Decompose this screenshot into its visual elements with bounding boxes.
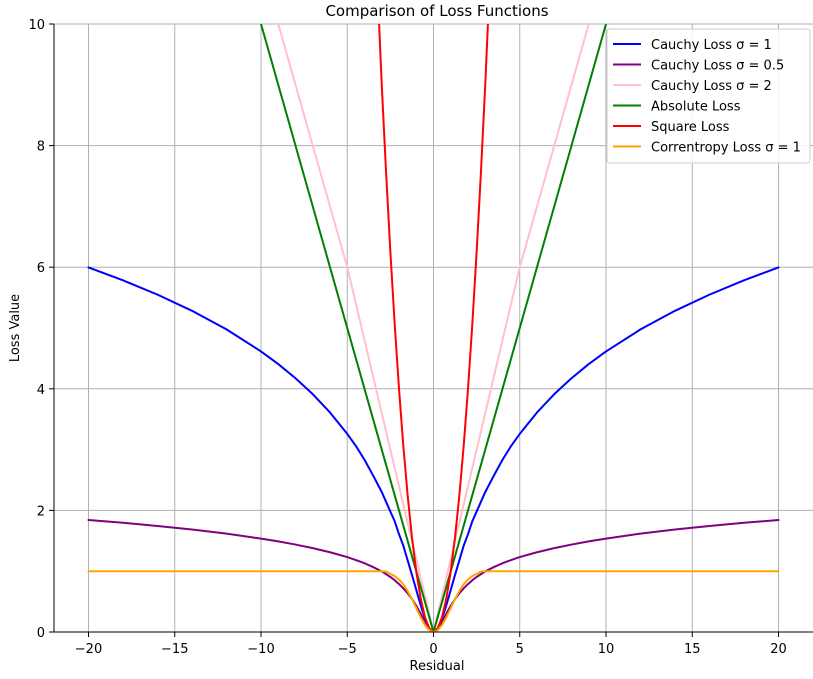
- y-tick-label: 6: [37, 261, 45, 276]
- y-ticks: 0 2 4 6 8 10: [28, 18, 54, 641]
- chart-title: Comparison of Loss Functions: [325, 2, 548, 20]
- x-tick-label: 20: [770, 642, 787, 657]
- x-tick-label: 10: [598, 642, 615, 657]
- series-line-2: [277, 24, 590, 632]
- legend: Cauchy Loss σ = 1 Cauchy Loss σ = 0.5 Cauc…: [606, 28, 811, 164]
- x-tick-label: 0: [429, 642, 437, 657]
- y-tick-label: 0: [37, 626, 45, 641]
- x-axis-label: Residual: [410, 659, 465, 674]
- legend-label: Absolute Loss: [651, 100, 741, 115]
- y-tick-label: 8: [37, 140, 45, 155]
- legend-label: Cauchy Loss σ = 2: [651, 79, 772, 94]
- series-lines: [87, 24, 780, 632]
- legend-label: Cauchy Loss σ = 1: [651, 38, 772, 53]
- x-tick-label: 5: [516, 642, 524, 657]
- series-line-5: [87, 570, 780, 632]
- y-tick-label: 2: [37, 504, 45, 519]
- series-line-3: [259, 24, 608, 632]
- series-line-1: [87, 519, 780, 632]
- y-axis-label: Loss Value: [8, 294, 23, 362]
- x-tick-label: 15: [684, 642, 701, 657]
- legend-frame: [606, 28, 811, 164]
- y-tick-label: 10: [28, 18, 45, 33]
- legend-label: Correntropy Loss σ = 1: [651, 141, 801, 156]
- x-tick-label: −10: [247, 642, 274, 657]
- x-tick-label: −15: [161, 642, 188, 657]
- legend-label: Square Loss: [651, 120, 730, 135]
- x-ticks: −20 −15 −10 −5 0 5 10 15 20: [75, 632, 787, 657]
- legend-label: Cauchy Loss σ = 0.5: [651, 59, 784, 74]
- x-tick-label: −20: [75, 642, 102, 657]
- y-tick-label: 4: [37, 383, 45, 398]
- series-line-0: [87, 266, 780, 632]
- x-tick-label: −5: [338, 642, 357, 657]
